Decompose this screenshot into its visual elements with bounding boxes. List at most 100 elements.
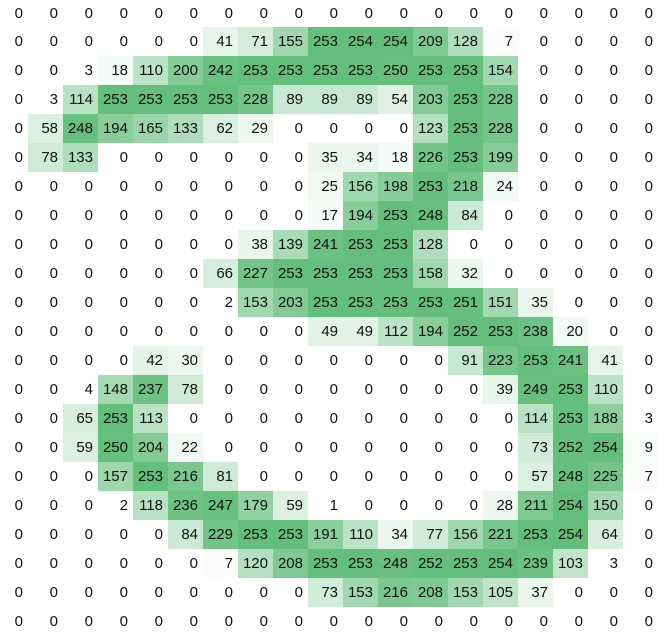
heatmap-cell: 3: [63, 56, 98, 85]
heatmap-cell: 0: [413, 462, 448, 491]
heatmap-cell: 0: [588, 56, 623, 85]
heatmap-cell: 0: [63, 288, 98, 317]
heatmap-cell: 0: [378, 491, 413, 520]
heatmap-cell: 0: [0, 114, 28, 143]
heatmap-cell: 253: [308, 288, 343, 317]
heatmap-cell: 0: [0, 491, 28, 520]
heatmap-cell: 0: [623, 0, 658, 27]
heatmap-cell: 253: [238, 520, 273, 549]
heatmap-cell: 253: [343, 259, 378, 288]
heatmap-cell: 0: [273, 114, 308, 143]
heatmap-cell: 9: [623, 433, 658, 462]
heatmap-cell: 0: [168, 201, 203, 230]
heatmap-cell: 0: [553, 0, 588, 27]
heatmap-cell: 0: [588, 317, 623, 346]
heatmap-cell: 0: [133, 172, 168, 201]
heatmap-cell: 0: [238, 607, 273, 636]
heatmap-cell: 0: [28, 288, 63, 317]
heatmap-cell: 0: [63, 549, 98, 578]
heatmap-cell: 0: [588, 114, 623, 143]
heatmap-cell: 89: [343, 85, 378, 114]
heatmap-cell: 0: [28, 259, 63, 288]
heatmap-cell: 34: [378, 520, 413, 549]
heatmap-cell: 221: [483, 520, 518, 549]
heatmap-cell: 0: [203, 143, 238, 172]
heatmap-cell: 0: [448, 230, 483, 259]
heatmap-cell: 0: [623, 201, 658, 230]
heatmap-cell: 0: [413, 607, 448, 636]
heatmap-cell: 249: [518, 375, 553, 404]
heatmap-cell: 57: [518, 462, 553, 491]
heatmap-cell: 158: [413, 259, 448, 288]
heatmap-cell: 0: [28, 578, 63, 607]
heatmap-cell: 194: [98, 114, 133, 143]
heatmap-cell: 200: [168, 56, 203, 85]
heatmap-cell: 0: [413, 433, 448, 462]
heatmap-cell: 253: [448, 114, 483, 143]
heatmap-cell: 0: [553, 230, 588, 259]
heatmap-cell: 0: [518, 201, 553, 230]
heatmap-cell: 0: [28, 520, 63, 549]
heatmap-cell: 0: [588, 230, 623, 259]
heatmap-cell: 73: [518, 433, 553, 462]
heatmap-cell: 253: [413, 288, 448, 317]
heatmap-cell: 0: [448, 462, 483, 491]
heatmap-cell: 0: [623, 288, 658, 317]
heatmap-cell: 3: [623, 404, 658, 433]
heatmap-cell: 194: [413, 317, 448, 346]
heatmap-cell: 105: [483, 578, 518, 607]
heatmap-cell: 0: [0, 317, 28, 346]
heatmap-cell: 0: [448, 404, 483, 433]
heatmap-cell: 0: [518, 230, 553, 259]
heatmap-cell: 0: [0, 172, 28, 201]
heatmap-cell: 208: [413, 578, 448, 607]
heatmap-cell: 0: [168, 27, 203, 56]
heatmap-cell: 0: [623, 520, 658, 549]
heatmap-cell: 29: [238, 114, 273, 143]
heatmap-cell: 0: [0, 259, 28, 288]
heatmap-cell: 3: [588, 549, 623, 578]
heatmap-cell: 0: [203, 0, 238, 27]
heatmap-cell: 0: [553, 85, 588, 114]
heatmap-cell: 0: [483, 230, 518, 259]
heatmap-cell: 208: [273, 549, 308, 578]
heatmap-cell: 18: [378, 143, 413, 172]
heatmap-cell: 17: [308, 201, 343, 230]
heatmap-cell: 179: [238, 491, 273, 520]
heatmap-cell: 0: [308, 375, 343, 404]
heatmap-cell: 0: [133, 607, 168, 636]
heatmap-cell: 0: [623, 317, 658, 346]
heatmap-cell: 248: [378, 549, 413, 578]
heatmap-cell: 254: [553, 491, 588, 520]
heatmap-cell: 0: [203, 230, 238, 259]
heatmap-cell: 191: [308, 520, 343, 549]
heatmap-cell: 0: [63, 607, 98, 636]
heatmap-cell: 0: [343, 433, 378, 462]
heatmap-cell: 0: [28, 27, 63, 56]
heatmap-cell: 0: [0, 85, 28, 114]
heatmap-cell: 37: [518, 578, 553, 607]
heatmap-cell: 0: [133, 0, 168, 27]
heatmap-cell: 84: [448, 201, 483, 230]
heatmap-cell: 218: [448, 172, 483, 201]
heatmap-cell: 150: [588, 491, 623, 520]
heatmap-cell: 0: [518, 85, 553, 114]
heatmap-cell: 0: [98, 230, 133, 259]
heatmap-cell: 0: [168, 230, 203, 259]
heatmap-cell: 228: [238, 85, 273, 114]
heatmap-cell: 0: [518, 143, 553, 172]
heatmap-cell: 198: [378, 172, 413, 201]
heatmap-cell: 0: [518, 27, 553, 56]
heatmap-cell: 0: [238, 404, 273, 433]
heatmap-cell: 155: [273, 27, 308, 56]
heatmap-cell: 0: [343, 375, 378, 404]
heatmap-cell: 89: [308, 85, 343, 114]
heatmap-cell: 228: [483, 114, 518, 143]
heatmap-cell: 89: [273, 85, 308, 114]
heatmap-cell: 0: [378, 433, 413, 462]
heatmap-cell: 204: [133, 433, 168, 462]
heatmap-cell: 0: [378, 346, 413, 375]
heatmap-cell: 0: [63, 491, 98, 520]
heatmap-cell: 133: [63, 143, 98, 172]
heatmap-cell: 254: [553, 520, 588, 549]
